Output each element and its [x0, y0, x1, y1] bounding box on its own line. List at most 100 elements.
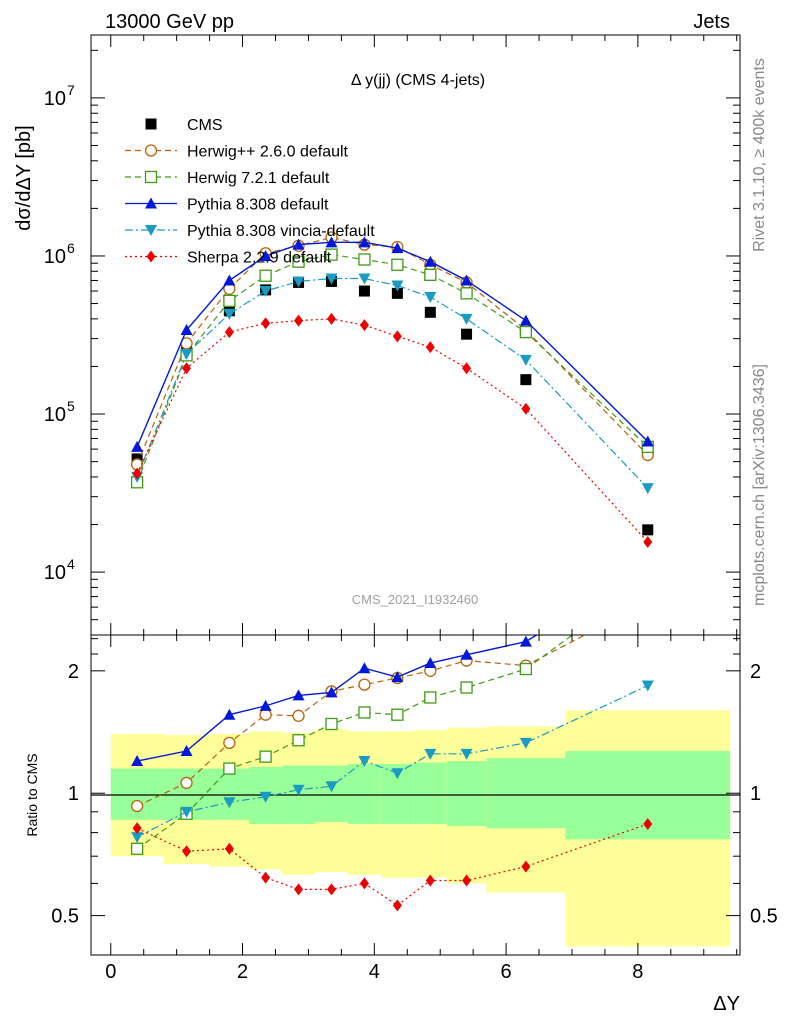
ratio-y-axis-label: Ratio to CMS — [24, 753, 40, 836]
ratio-point-vincia — [519, 737, 532, 749]
legend-marker-sherpa — [146, 250, 156, 263]
ratio-point-vincia — [223, 797, 236, 809]
ratio-point-sherpa — [261, 871, 271, 884]
ratio-y-tick-label-right: 0.5 — [750, 906, 778, 928]
ratio-point-herwigpp — [180, 776, 193, 790]
ratio-point-herwig7 — [223, 762, 236, 775]
ratio-point-herwigpp — [130, 799, 144, 813]
main-y-tick-exponent: 4 — [67, 556, 75, 572]
main-line-pythia — [136, 241, 649, 448]
main-series-cms — [131, 275, 654, 536]
main-point-pythia — [391, 242, 404, 254]
main-point-cms — [461, 328, 473, 340]
legend-label-sherpa: Sherpa 2.2.9 default — [187, 250, 332, 267]
ratio-line-herwigpp — [136, 635, 587, 807]
ratio-point-vincia — [641, 680, 654, 692]
ratio-point-vincia — [259, 791, 272, 803]
legend-label-vincia: Pythia 8.308 vincia-default — [187, 223, 375, 240]
ratio-point-pythia — [358, 662, 371, 674]
ratio-point-sherpa — [294, 883, 304, 896]
main-point-pythia — [519, 314, 532, 326]
main-series-vincia — [131, 273, 654, 495]
main-line-vincia — [136, 277, 649, 489]
ratio-axis-ticks: 0.5 0.5 1 1 2 2 0 2 4 6 8 — [51, 635, 778, 983]
ratio-line-pythia — [136, 635, 539, 762]
ratio-point-sherpa — [359, 877, 369, 890]
main-point-vincia — [424, 292, 437, 304]
ratio-y-tick-label-right: 2 — [750, 661, 761, 683]
main-series-sherpa — [132, 312, 653, 549]
ratio-point-pythia — [131, 755, 144, 767]
ratio-point-sherpa — [643, 818, 653, 831]
main-point-sherpa — [294, 314, 304, 327]
main-point-herwig7 — [358, 253, 371, 266]
mcplots-url-label: mcplots.cern.ch [arXiv:1306.3436] — [751, 364, 768, 606]
main-point-vincia — [391, 280, 404, 292]
main-point-cms — [391, 287, 403, 299]
main-point-herwig7 — [223, 294, 236, 308]
ratio-point-herwig7 — [460, 681, 473, 694]
rivet-version-label: Rivet 3.1.10, ≥ 400k events — [751, 58, 768, 252]
main-point-vincia — [460, 313, 473, 325]
main-point-sherpa — [261, 317, 271, 330]
ratio-point-pythia — [325, 686, 338, 698]
ratio-band-inner — [446, 761, 487, 827]
main-point-herwig7 — [391, 258, 404, 271]
ratio-point-herwig7 — [292, 734, 305, 747]
main-watermark: CMS_2021_I1932460 — [352, 592, 479, 607]
main-point-sherpa — [425, 341, 435, 354]
legend-marker-cms — [145, 118, 157, 130]
main-point-pythia — [641, 435, 654, 447]
ratio-y-tick-label-right: 1 — [750, 783, 761, 805]
ratio-point-sherpa — [392, 899, 402, 912]
ratio-uncertainty-bands — [110, 710, 731, 947]
ratio-band-inner — [209, 768, 250, 820]
main-point-pythia — [358, 236, 371, 248]
legend-marker-herwigpp — [144, 144, 158, 157]
main-point-herwig7 — [460, 287, 473, 300]
ratio-band-inner — [413, 762, 447, 825]
main-y-axis-label: dσ/dΔY [pb] — [13, 125, 35, 230]
ratio-plot-marks — [130, 635, 654, 912]
ratio-point-herwig7 — [259, 750, 272, 763]
ratio-point-pythia — [223, 708, 236, 720]
ratio-point-herwig7 — [358, 706, 371, 719]
header-process: 13000 GeV pp — [105, 11, 234, 33]
main-y-tick-label: 10 — [44, 88, 66, 110]
main-point-sherpa — [462, 362, 472, 375]
ratio-line-sherpa — [136, 823, 648, 907]
main-y-tick-exponent: 5 — [67, 398, 75, 414]
ratio-point-sherpa — [326, 883, 336, 896]
ratio-point-pythia — [292, 689, 305, 701]
ratio-point-sherpa — [224, 842, 234, 855]
main-point-vincia — [180, 348, 193, 360]
main-point-sherpa — [326, 312, 336, 325]
main-point-sherpa — [521, 402, 531, 415]
ratio-series-vincia — [131, 680, 654, 844]
legend-marker-pythia — [145, 197, 157, 209]
main-point-pythia — [424, 255, 437, 267]
main-point-sherpa — [182, 362, 192, 375]
ratio-panel: 0.5 0.5 1 1 2 2 0 2 4 6 8 Ratio to CMS ΔY — [24, 634, 778, 1015]
legend-label-pythia: Pythia 8.308 default — [187, 197, 329, 214]
main-point-cms — [358, 285, 370, 297]
main-point-pythia — [325, 236, 338, 248]
legend-label-herwigpp: Herwig++ 2.6.0 default — [187, 144, 349, 161]
main-line-sherpa — [136, 318, 649, 543]
ratio-point-sherpa — [521, 860, 531, 873]
main-point-vincia — [325, 273, 338, 285]
x-tick-label: 8 — [632, 961, 643, 983]
legend-label-cms: CMS — [187, 117, 223, 134]
main-line-herwig7 — [136, 253, 649, 483]
main-point-vincia — [292, 276, 305, 288]
ratio-point-herwigpp — [292, 709, 305, 722]
x-tick-label: 6 — [501, 961, 512, 983]
ratio-point-herwig7 — [391, 708, 404, 721]
main-point-herwig7 — [519, 325, 533, 339]
main-point-cms — [520, 374, 532, 386]
main-line-herwigpp — [136, 236, 649, 465]
ratio-point-herwigpp — [358, 678, 371, 691]
